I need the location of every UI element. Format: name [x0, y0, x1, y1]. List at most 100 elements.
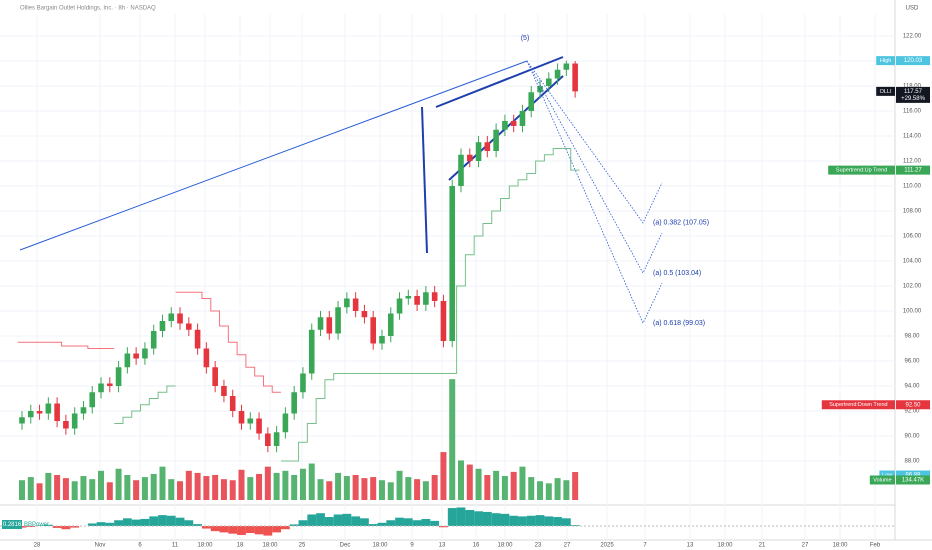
candle-body: [63, 421, 69, 429]
candle-body: [133, 353, 139, 359]
bbpower-bar: [342, 513, 352, 526]
volume-bar: [387, 482, 394, 500]
volume-bar: [185, 470, 192, 500]
candle-body: [528, 92, 535, 111]
bbpower-bar: [26, 526, 36, 527]
candle-body: [379, 336, 385, 344]
bbpower-bar: [52, 526, 62, 528]
candle-body: [405, 296, 412, 299]
volume-bar: [475, 468, 482, 500]
volume-bar: [458, 460, 464, 500]
volume-bar: [554, 478, 561, 500]
candle-body: [387, 313, 394, 336]
candle-body: [317, 317, 324, 330]
volume-bar: [291, 475, 298, 500]
currency: USD: [906, 6, 919, 12]
volume-bar: [563, 480, 570, 500]
fib-projection: [526, 60, 663, 325]
volume-bar: [431, 475, 438, 500]
bbpower-bar: [184, 520, 194, 526]
tag-value-box: [896, 56, 930, 66]
bbpower-bar: [201, 526, 211, 529]
bbpower-bar: [263, 526, 273, 536]
candle-body: [344, 298, 350, 308]
bbpower-bar: [447, 508, 457, 526]
supertrend-down: [17, 291, 282, 393]
bbpower-bar: [430, 520, 440, 526]
y-tick-label: 88.00: [904, 459, 920, 465]
tag-value-box: [896, 165, 930, 175]
bbpower-bar: [254, 526, 264, 535]
volume-bar: [45, 472, 52, 500]
bbpower-bar: [491, 513, 501, 526]
volume-bar: [335, 472, 342, 500]
plot: [0, 60, 895, 536]
tag-change: +29.58%: [901, 96, 926, 102]
x-tick-label: 11: [172, 543, 179, 549]
candle-body: [221, 386, 227, 396]
bbpower-bar: [403, 518, 413, 526]
bbpower-bar: [43, 524, 53, 526]
y-tick-label: 114.00: [903, 134, 922, 140]
x-tick-label: 18:00: [372, 543, 388, 549]
tag-value: 120.03: [904, 58, 923, 64]
bbpower-bar: [526, 515, 536, 526]
bbpower-bar: [166, 515, 176, 526]
candle-body: [115, 367, 122, 386]
y-tick-label: 110.00: [903, 184, 922, 190]
volume-bar: [537, 481, 544, 500]
bbpower-bar: [324, 517, 334, 526]
y-tick-label: 102.00: [903, 284, 922, 290]
tag-value-box: [896, 86, 930, 103]
fib-label: (a) 0.382 (107.05): [653, 220, 709, 227]
volume-bar: [405, 477, 412, 500]
candle-body: [186, 323, 192, 330]
bbpower-bar: [272, 526, 282, 533]
candle-body: [229, 396, 236, 411]
chart-title: Ollies Bargain Outlet Holdings, Inc. · 8…: [20, 6, 156, 12]
tag-value: 92.50: [905, 402, 921, 408]
y-tick-label: 100.00: [903, 309, 922, 315]
candle-body: [300, 373, 306, 393]
candle-body: [36, 411, 43, 414]
volume-bar: [54, 475, 61, 500]
bbpower-bar: [500, 513, 510, 526]
bbpower-bar: [518, 516, 527, 526]
candle-body: [177, 313, 183, 324]
tag-name-box: [876, 86, 895, 96]
x-tick-label: 7: [643, 543, 647, 549]
volume-bar: [19, 480, 25, 500]
volume-bar: [493, 470, 500, 500]
volume-bar: [308, 463, 315, 500]
bbpower-bar: [289, 524, 299, 526]
y-tick-label: 116.00: [903, 109, 922, 115]
volume-bar: [317, 479, 324, 500]
volume-bar: [299, 468, 306, 500]
bbpower-bar: [509, 515, 519, 526]
x-tick-label: 9: [410, 543, 414, 549]
tag-name-box: [876, 56, 895, 66]
price-tag: OLLI 117.57+29.58%: [876, 86, 930, 103]
bbpower-bar: [131, 519, 141, 526]
volume-bar: [247, 477, 254, 500]
x-tick-label: 28: [34, 543, 41, 549]
candle-body: [45, 403, 52, 414]
fib-label: (a) 0.5 (103.04): [653, 270, 701, 277]
candle-body: [19, 417, 25, 424]
price-tag: High 120.03: [876, 56, 930, 66]
candle-body: [431, 292, 438, 301]
x-tick-label: 18: [237, 543, 244, 549]
bbpower-bar: [140, 518, 150, 526]
tag-name-box: [879, 470, 895, 480]
y-tick-label: 106.00: [903, 234, 922, 240]
candle-body: [282, 413, 289, 433]
x-tick-label: 13: [687, 543, 694, 549]
bbpower-bar: [35, 525, 44, 526]
bbpower-bar: [316, 513, 325, 526]
bbpower-bar: [149, 516, 159, 526]
fib-projection: [526, 60, 663, 224]
bbpower-bar: [561, 518, 571, 526]
tag-value-box: [896, 400, 930, 410]
tag-name: Low: [882, 472, 892, 478]
